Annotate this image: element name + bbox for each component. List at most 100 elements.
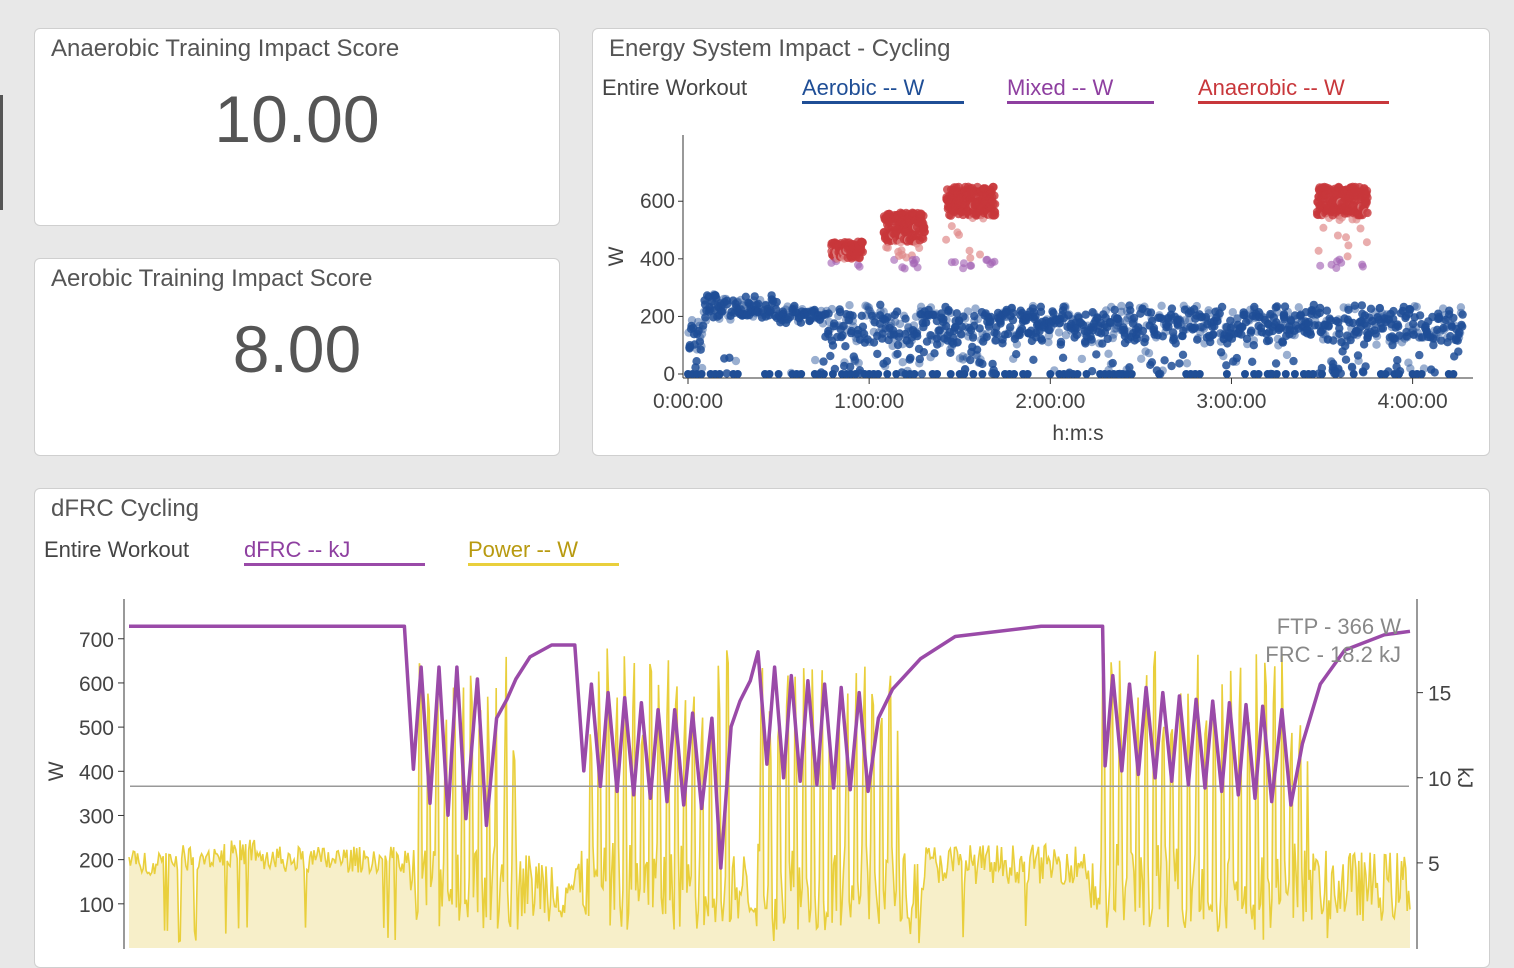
aerobic-point bbox=[1059, 302, 1068, 311]
aerobic-point bbox=[722, 369, 731, 378]
anaerobic-point bbox=[942, 235, 951, 244]
anaerobic-point bbox=[1356, 224, 1365, 233]
dfrc-chart[interactable]: 100 200 300 400 500 600 700 5 10 15 W kJ FTP - 366 W… bbox=[35, 589, 1489, 949]
aerobic-point bbox=[1349, 370, 1358, 378]
aerobic-point bbox=[1237, 330, 1246, 339]
aerobic-point bbox=[1171, 339, 1180, 348]
aerobic-point bbox=[1193, 335, 1202, 344]
anaerobic-point bbox=[1362, 238, 1371, 247]
aerobic-point bbox=[966, 355, 975, 365]
aerobic-point bbox=[1204, 309, 1213, 318]
aerobic-point bbox=[1283, 307, 1293, 317]
aerobic-point bbox=[1322, 306, 1332, 315]
aerobic-point bbox=[835, 305, 844, 314]
aerobic-point bbox=[1058, 353, 1068, 362]
aerobic-point bbox=[953, 338, 962, 347]
aerobic-point bbox=[774, 370, 783, 378]
aerobic-point bbox=[861, 301, 870, 310]
aerobic-point bbox=[1108, 358, 1117, 368]
aerobic-point bbox=[1372, 340, 1381, 349]
aerobic-point bbox=[1098, 339, 1107, 348]
legend-aerobic[interactable]: Aerobic -- W bbox=[802, 75, 924, 103]
aerobic-point bbox=[1361, 362, 1370, 371]
aerobic-point bbox=[1204, 306, 1213, 315]
energy-range-label[interactable]: Entire Workout bbox=[602, 75, 748, 100]
aerobic-point bbox=[909, 321, 919, 330]
legend-mixed[interactable]: Mixed -- W bbox=[1007, 75, 1113, 103]
aerobic-point bbox=[811, 355, 820, 365]
aerobic-point bbox=[1109, 330, 1118, 339]
aerobic-point bbox=[1271, 359, 1281, 368]
aerobic-point bbox=[975, 324, 984, 333]
aerobic-point bbox=[1082, 370, 1091, 378]
aerobic-point bbox=[823, 329, 833, 338]
aerobic-score-value: 8.00 bbox=[232, 312, 362, 386]
aerobic-point bbox=[1195, 370, 1204, 378]
aerobic-point bbox=[841, 342, 850, 351]
aerobic-point bbox=[932, 334, 942, 343]
legend-anaerobic-label: Anaerobic -- W bbox=[1198, 75, 1345, 100]
aerobic-point bbox=[1222, 370, 1231, 378]
aerobic-point bbox=[915, 359, 924, 368]
aerobic-point bbox=[953, 338, 962, 347]
aerobic-point bbox=[697, 363, 707, 373]
aerobic-point bbox=[1248, 357, 1257, 366]
aerobic-point bbox=[1350, 301, 1359, 310]
aerobic-point bbox=[1108, 333, 1117, 343]
aerobic-point bbox=[1409, 330, 1418, 339]
aerobic-point bbox=[1061, 331, 1071, 340]
aerobic-point bbox=[898, 358, 907, 367]
aerobic-point bbox=[963, 307, 973, 316]
aerobic-point bbox=[772, 297, 781, 307]
mixed-point bbox=[855, 262, 864, 271]
mixed-point bbox=[990, 257, 999, 266]
aerobic-point bbox=[845, 301, 854, 310]
aerobic-point bbox=[946, 370, 955, 378]
aerobic-point bbox=[1395, 331, 1404, 340]
aerobic-point bbox=[1110, 305, 1119, 314]
anaerobic-point bbox=[947, 222, 956, 231]
legend-anaerobic[interactable]: Anaerobic -- W bbox=[1198, 75, 1345, 103]
aerobic-point bbox=[883, 370, 892, 378]
aerobic-point bbox=[1180, 316, 1190, 325]
legend-dfrc[interactable]: dFRC -- kJ bbox=[244, 537, 350, 565]
aerobic-point bbox=[1138, 326, 1148, 336]
aerobic-point bbox=[1031, 312, 1040, 321]
aerobic-point bbox=[1037, 336, 1047, 345]
aerobic-point bbox=[733, 370, 742, 378]
energy-system-title: Energy System Impact - Cycling bbox=[609, 35, 951, 62]
aerobic-point bbox=[1061, 303, 1070, 313]
aerobic-point bbox=[1454, 333, 1464, 342]
aerobic-point bbox=[858, 322, 868, 331]
anaerobic-point bbox=[919, 211, 928, 221]
window-edge bbox=[0, 95, 3, 210]
aerobic-point bbox=[944, 305, 953, 315]
aerobic-point bbox=[1272, 302, 1282, 311]
aerobic-point bbox=[935, 326, 944, 335]
aerobic-point bbox=[1010, 370, 1019, 378]
energy-system-chart[interactable]: 0 200 400 600 0:00:00 1:00:00 2:00:00 3:00:00 4:… bbox=[593, 125, 1489, 455]
aerobic-point bbox=[917, 369, 927, 379]
aerobic-point bbox=[1430, 368, 1439, 377]
mixed-point bbox=[1358, 262, 1367, 271]
aerobic-point bbox=[960, 370, 969, 378]
anaerobic-point bbox=[1314, 246, 1323, 255]
aerobic-point bbox=[1226, 316, 1235, 325]
legend-power[interactable]: Power -- W bbox=[468, 537, 578, 565]
aerobic-point bbox=[1453, 336, 1462, 345]
aerobic-point bbox=[1008, 315, 1018, 325]
anaerobic-point bbox=[1342, 233, 1350, 242]
aerobic-point bbox=[1081, 310, 1090, 319]
aerobic-point bbox=[1117, 307, 1126, 316]
aerobic-point bbox=[1072, 330, 1082, 340]
legend-mixed-label: Mixed -- W bbox=[1007, 75, 1114, 100]
aerobic-point bbox=[1294, 303, 1303, 312]
aerobic-point bbox=[876, 300, 885, 309]
dfrc-range-label[interactable]: Entire Workout bbox=[44, 537, 190, 562]
anaerobic-score-value: 10.00 bbox=[214, 82, 380, 156]
aerobic-point bbox=[1272, 370, 1281, 378]
aerobic-point bbox=[1429, 340, 1438, 350]
aerobic-point bbox=[1006, 323, 1015, 332]
aerobic-point bbox=[876, 307, 885, 316]
aerobic-point bbox=[698, 321, 708, 330]
